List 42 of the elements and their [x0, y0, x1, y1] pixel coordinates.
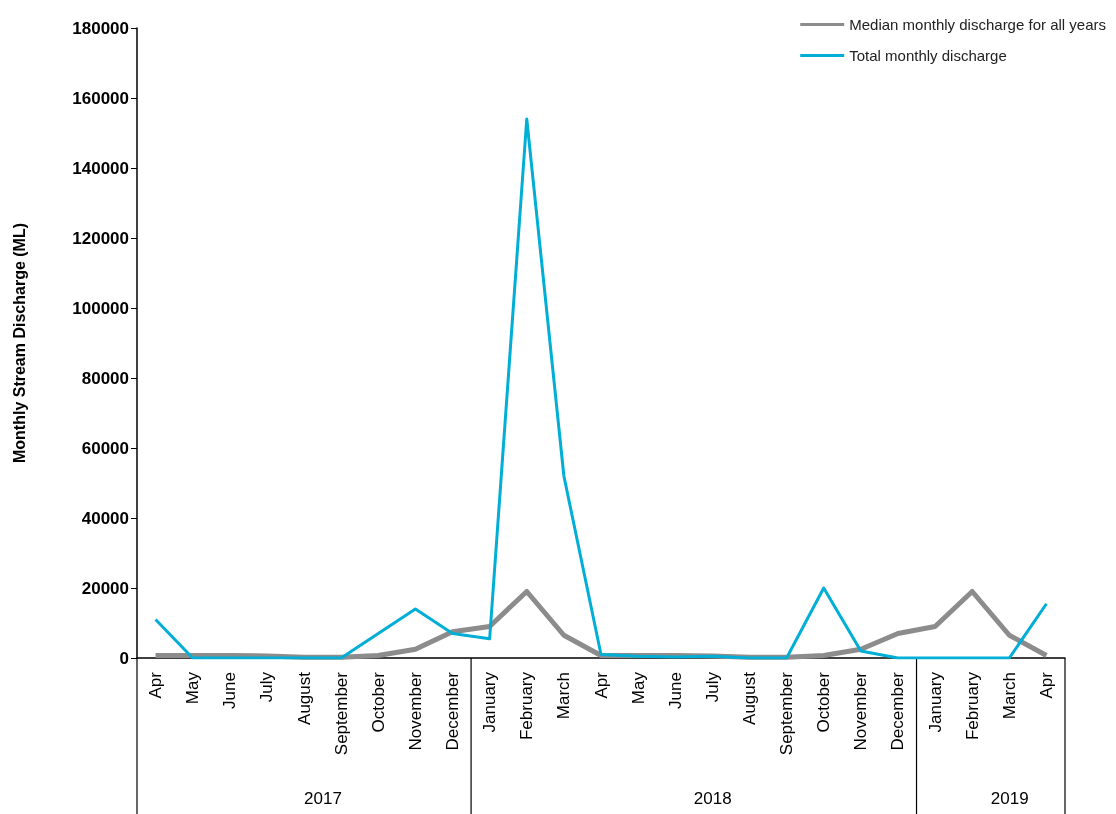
legend-label: Total monthly discharge: [849, 47, 1007, 64]
x-tick-label: May: [628, 671, 648, 705]
x-tick-label: June: [220, 672, 240, 709]
x-tick-label: October: [814, 671, 834, 733]
text: 2018: [693, 789, 732, 808]
x-tick-label: September: [331, 671, 351, 756]
x-tick-label: Apr: [1036, 671, 1056, 699]
x-tick-label: Apr: [591, 671, 611, 699]
y-tick-label: 160000: [72, 88, 129, 108]
y-tick-label: 60000: [81, 438, 129, 458]
x-tick-label: December: [888, 671, 908, 751]
y-tick-label: 140000: [72, 158, 129, 178]
x-tick-label: August: [739, 671, 759, 725]
x-tick-label: May: [183, 671, 203, 705]
x-tick-label: November: [405, 671, 425, 751]
y-tick-label: 20000: [81, 578, 129, 598]
x-tick-label: November: [851, 671, 871, 751]
x-tick-label: February: [517, 671, 537, 741]
x-tick-label: March: [999, 672, 1019, 720]
y-tick-label: 40000: [81, 508, 129, 528]
x-tick-label: February: [962, 671, 982, 741]
x-tick-label: September: [777, 671, 797, 756]
x-tick-label: July: [257, 671, 277, 703]
x-tick-label: March: [554, 672, 574, 720]
y-axis-title: Monthly Stream Discharge (ML): [10, 222, 28, 464]
x-tick-label: Apr: [146, 671, 166, 699]
x-tick-label: June: [665, 672, 685, 709]
text: 2019: [990, 789, 1029, 808]
legend-label: Median monthly discharge for all years: [849, 16, 1107, 33]
y-tick-label: 120000: [72, 228, 129, 248]
y-tick-label: 180000: [72, 18, 129, 38]
y-tick-label: 0: [119, 648, 129, 668]
x-tick-label: December: [443, 671, 463, 751]
line-series: [154, 117, 1048, 660]
x-tick-label: October: [368, 671, 388, 733]
y-tick-label: 80000: [81, 368, 129, 388]
x-tick-label: January: [925, 671, 945, 733]
text: 2017: [304, 789, 342, 808]
x-tick-label: January: [480, 671, 500, 733]
x-tick-label: July: [702, 671, 722, 703]
y-tick-label: 100000: [72, 298, 129, 318]
x-tick-label: August: [294, 671, 314, 725]
